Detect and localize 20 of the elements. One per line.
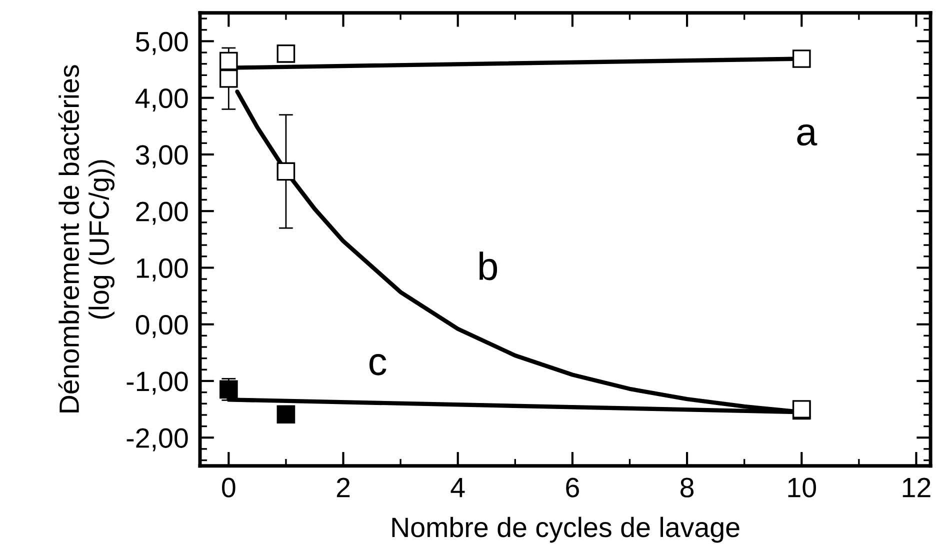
y-tick-label: 3,00 [136, 145, 188, 168]
x-tick-label: 10 [788, 478, 816, 498]
annotation: b [480, 252, 498, 280]
annotation: a [797, 124, 818, 146]
y-tick-label: 4,00 [135, 88, 188, 112]
y-tick-label: -2,00 [126, 428, 188, 452]
annotation: c [369, 354, 386, 376]
x-axis-title: Nombre de cycles de lavage [392, 516, 740, 543]
y-tick-label: 2,00 [136, 202, 188, 225]
y-tick-label: 5,00 [136, 32, 188, 55]
x-tick-label: 2 [336, 478, 350, 498]
y-axis-title: Dénombrement de bactéries (log (UFC/g)) [58, 65, 114, 412]
y-tick-label: 0,00 [136, 315, 188, 338]
x-tick-label: 12 [902, 478, 930, 498]
x-tick-label: 6 [566, 478, 579, 498]
x-tick-label: 8 [680, 478, 694, 498]
y-tick-label: 1,00 [136, 258, 188, 282]
x-tick-label: 4 [450, 478, 465, 498]
x-tick-label: 0 [222, 478, 236, 498]
y-tick-label: -1,00 [126, 372, 188, 395]
